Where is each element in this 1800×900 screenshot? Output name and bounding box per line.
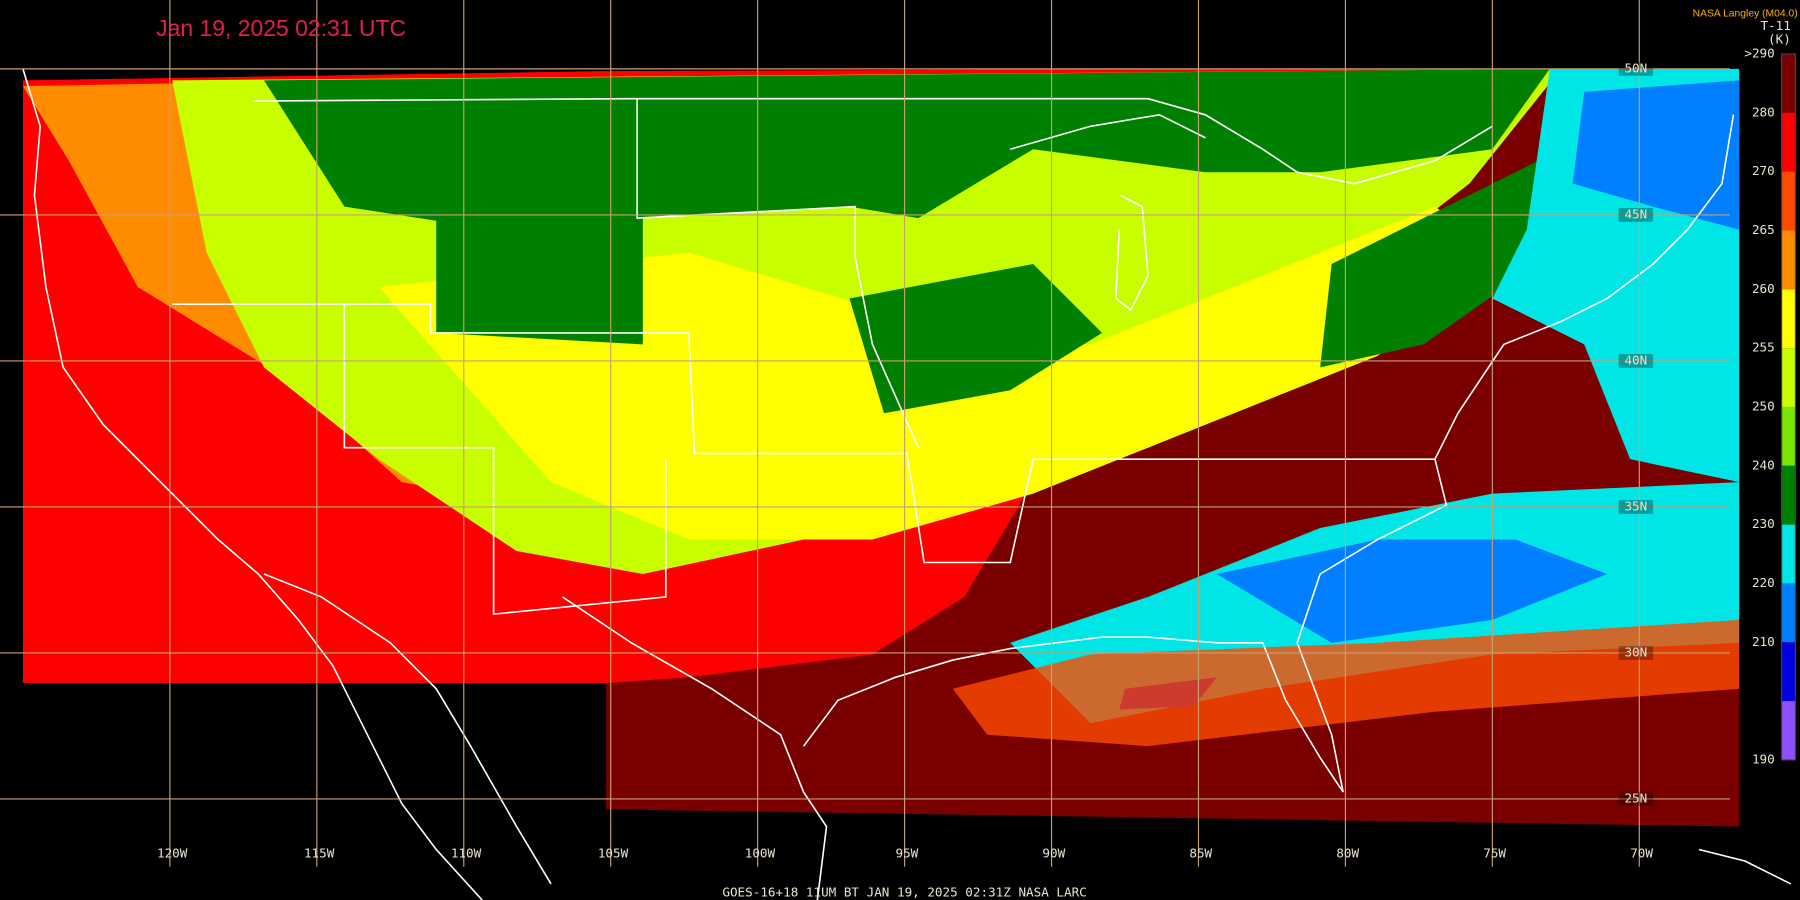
latitude-label: 35N: [1624, 498, 1647, 513]
colorbar-label: 210: [1752, 634, 1775, 649]
colorbar: >290 280 270 265 260 255 250 240 230 220 210 190: [1744, 45, 1796, 766]
colorbar-label: 265: [1752, 222, 1775, 237]
colorbar-segment: [1781, 642, 1796, 702]
latitude-label-bg: [1618, 61, 1654, 76]
colorbar-label: 270: [1752, 163, 1775, 178]
state-lines: [172, 303, 1435, 564]
longitude-label: 105W: [598, 846, 629, 861]
colorbar-segment: [1781, 465, 1796, 525]
colorbar-segment: [1781, 289, 1796, 349]
state-lines-3: [343, 304, 667, 616]
colorbar-segment: [1781, 348, 1796, 407]
colorbar-segment: [1781, 406, 1796, 466]
colorbar-label: 280: [1752, 104, 1775, 119]
coastline-mexico: [562, 596, 828, 900]
latitude-label: 40N: [1624, 352, 1647, 367]
imagery-blue-ne: [1572, 80, 1740, 230]
longitude-label: 85W: [1189, 846, 1212, 861]
longitude-label: 100W: [745, 846, 776, 861]
colorbar-label: 260: [1752, 281, 1775, 296]
colorbar-segment: [1781, 230, 1796, 290]
colorbar-label: 230: [1752, 516, 1775, 531]
imagery-green: [264, 68, 1550, 230]
colorbar-label: >290: [1744, 45, 1774, 60]
latitude-label: 30N: [1624, 644, 1647, 659]
imagery-green-2: [436, 218, 643, 345]
timestamp: Jan 19, 2025 02:31 UTC: [156, 15, 406, 41]
imagery-green-3: [849, 264, 1103, 414]
coastline-west: [22, 68, 483, 900]
border-north: [252, 97, 1493, 185]
latitude-label: 45N: [1624, 206, 1647, 221]
longitude-label: 115W: [304, 846, 335, 861]
longitude-label: 95W: [895, 846, 918, 861]
colorbar-label: 240: [1752, 457, 1775, 472]
unit-label: (K): [1768, 32, 1791, 47]
latitude-label-bg: [1618, 354, 1654, 368]
lake-michigan: [1114, 194, 1149, 312]
footer-caption: GOES-16+18 11UM BT JAN 19, 2025 02:31Z N…: [722, 885, 1086, 900]
coastline-baja: [263, 573, 552, 885]
latitude-label: 25N: [1624, 790, 1647, 805]
longitude-label: 70W: [1630, 846, 1653, 861]
colorbar-segment: [1781, 112, 1796, 172]
lake-superior: [1009, 113, 1206, 151]
colorbar-segment: [1781, 171, 1796, 231]
imagery-green-4: [1320, 137, 1585, 368]
longitude-label: 80W: [1336, 846, 1359, 861]
graticule: 120W 115W 110W 105W 100W 95W 90W 85W 80W 75W 70W 50…: [0, 0, 1730, 867]
colorbar-label: 220: [1752, 575, 1775, 590]
state-lines-2: [636, 98, 920, 449]
longitude-label: 120W: [157, 846, 188, 861]
latitude-label: 50N: [1624, 60, 1647, 75]
imagery-blue-se: [1216, 539, 1608, 643]
colorbar-segment: [1781, 53, 1796, 113]
longitude-label: 110W: [451, 846, 482, 861]
coastline-gulf-atlantic: [802, 114, 1735, 793]
source-label: NASA Langley (M04.0): [1693, 9, 1798, 20]
latitude-label-bg: [1618, 500, 1654, 514]
colorbar-label: 190: [1752, 751, 1775, 766]
latitude-label-bg: [1618, 792, 1654, 806]
longitude-label: 75W: [1483, 846, 1506, 861]
coastline-cuba: [1698, 848, 1792, 885]
latitude-label-bg: [1618, 646, 1654, 660]
colorbar-label: 255: [1752, 340, 1775, 355]
colorbar-label: 250: [1752, 398, 1775, 413]
product-label: T-11: [1760, 18, 1790, 33]
colorbar-segment: [1781, 583, 1796, 643]
colorbar-frame: [1781, 53, 1796, 761]
colorbar-segment: [1781, 701, 1796, 760]
colorbar-segment: [1781, 524, 1796, 584]
latitude-label-bg: [1618, 208, 1654, 222]
longitude-label: 90W: [1042, 846, 1065, 861]
